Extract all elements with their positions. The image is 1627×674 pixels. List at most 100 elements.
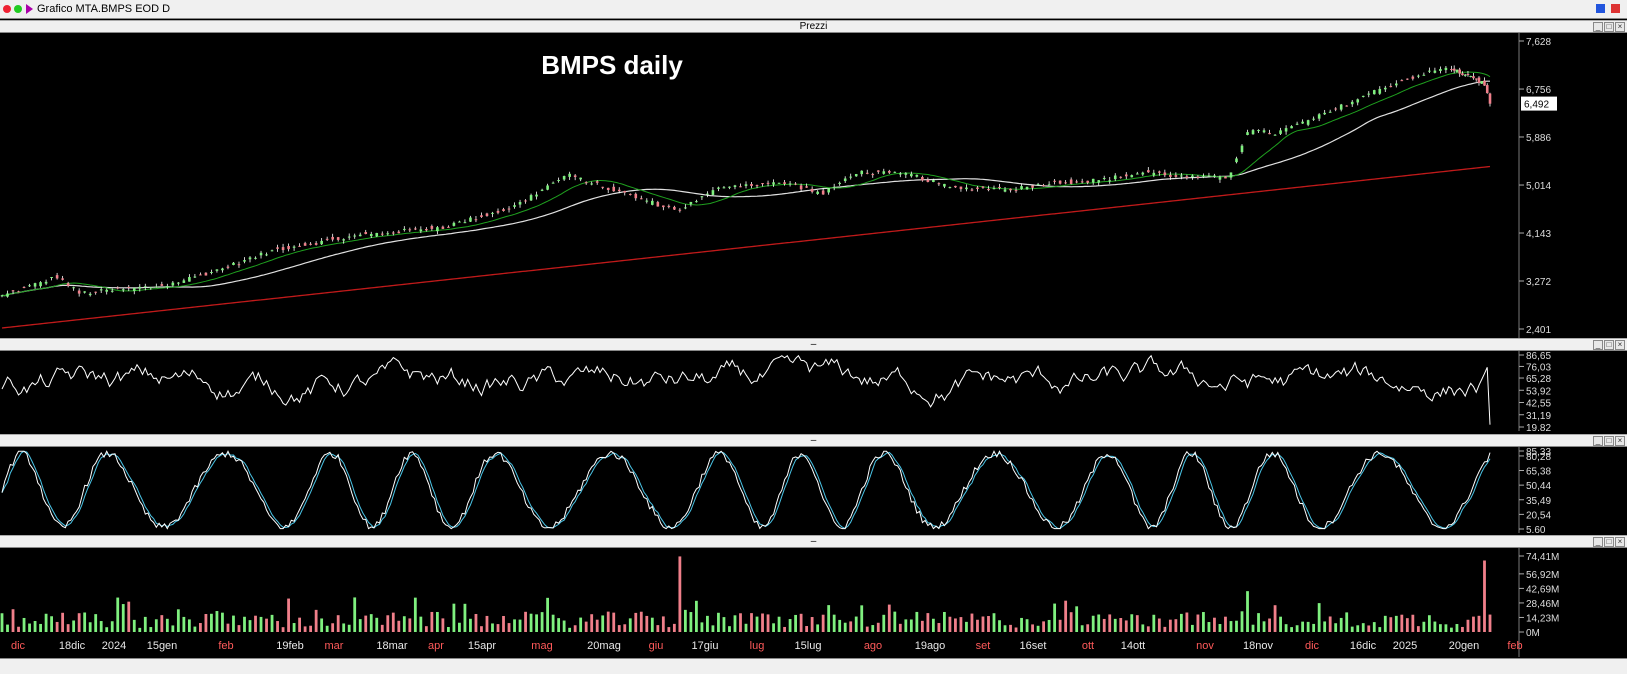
volume-bar bbox=[733, 615, 737, 632]
candle-body bbox=[1345, 105, 1349, 107]
red-dot-icon[interactable] bbox=[3, 5, 11, 13]
volume-bar bbox=[298, 617, 301, 632]
x-axis-label: mar bbox=[325, 640, 344, 652]
maximize-icon[interactable]: □ bbox=[1604, 340, 1614, 350]
maximize-icon[interactable]: □ bbox=[1604, 22, 1614, 32]
candle-body bbox=[88, 293, 92, 296]
volume-bar bbox=[992, 613, 996, 632]
candle-body bbox=[1323, 112, 1326, 115]
volume-bar bbox=[11, 609, 15, 632]
candle-body bbox=[673, 206, 676, 210]
volume-axis-label: 0M bbox=[1526, 628, 1540, 639]
oscillator1-axis-label: 19,82 bbox=[1526, 423, 1551, 431]
candle-body bbox=[805, 186, 808, 188]
candle-body bbox=[513, 205, 516, 207]
volume-bar bbox=[540, 612, 544, 632]
volume-bar bbox=[1472, 616, 1475, 632]
candle-body bbox=[1406, 78, 1409, 80]
volume-bar bbox=[474, 613, 478, 632]
volume-bar bbox=[1400, 614, 1404, 632]
volume-bar bbox=[6, 624, 9, 632]
candle-body bbox=[1334, 108, 1337, 110]
close-icon[interactable]: × bbox=[1615, 537, 1625, 547]
volume-bar bbox=[248, 620, 252, 632]
x-axis-label: feb bbox=[218, 640, 233, 652]
volume-bar bbox=[1163, 626, 1167, 632]
x-axis-label: 15apr bbox=[468, 640, 496, 652]
minimize-icon[interactable]: _ bbox=[1593, 22, 1603, 32]
volume-bar bbox=[821, 614, 825, 632]
window-blue-icon[interactable] bbox=[1596, 4, 1605, 13]
volume-bar bbox=[375, 617, 379, 632]
candle-body bbox=[987, 188, 990, 191]
close-icon[interactable]: × bbox=[1615, 340, 1625, 350]
volume-bar bbox=[998, 620, 1001, 632]
candle-body bbox=[155, 286, 158, 288]
candle-body bbox=[662, 205, 665, 208]
close-icon[interactable]: × bbox=[1615, 436, 1625, 446]
candle-body bbox=[425, 228, 428, 231]
volume-bar bbox=[827, 605, 831, 632]
volume-bar bbox=[452, 603, 456, 632]
maximize-icon[interactable]: □ bbox=[1604, 537, 1614, 547]
x-axis-label: 18dic bbox=[59, 640, 86, 652]
candle-body bbox=[1450, 69, 1453, 71]
volume-bar bbox=[948, 616, 952, 632]
candle-body bbox=[177, 282, 180, 284]
candle-body bbox=[628, 193, 632, 195]
candle-body bbox=[1218, 177, 1222, 180]
volume-bar bbox=[1257, 613, 1260, 632]
price-chart[interactable]: BMPS daily 7,628 6,756 5,886 5,014 4,143 3,27… bbox=[0, 33, 1627, 338]
candle-body bbox=[1367, 93, 1371, 95]
close-icon[interactable]: × bbox=[1615, 22, 1625, 32]
candle-body bbox=[116, 287, 120, 289]
volume-bar bbox=[661, 616, 665, 632]
candle-body bbox=[1477, 77, 1481, 83]
volume-bar bbox=[656, 625, 660, 632]
candle-body bbox=[656, 202, 660, 207]
minimize-icon[interactable]: _ bbox=[1593, 340, 1603, 350]
volume-chart[interactable]: 74,41M 56,92M 42,69M 28,46M 14,23M 0M dic 18di… bbox=[0, 548, 1627, 657]
volume-bar bbox=[110, 621, 114, 632]
volume-bar bbox=[750, 613, 753, 632]
volume-bar bbox=[39, 623, 42, 632]
volume-bar bbox=[1031, 624, 1034, 632]
volume-bar bbox=[0, 613, 4, 632]
candle-body bbox=[777, 182, 781, 184]
volume-bar bbox=[204, 614, 208, 632]
maximize-icon[interactable]: □ bbox=[1604, 436, 1614, 446]
candle-body bbox=[843, 178, 847, 182]
candle-body bbox=[623, 190, 627, 193]
play-icon[interactable] bbox=[26, 4, 33, 14]
candle-body bbox=[182, 280, 186, 283]
volume-bar bbox=[336, 615, 340, 632]
candle-body bbox=[1284, 128, 1288, 132]
green-dot-icon[interactable] bbox=[14, 5, 22, 13]
volume-bar bbox=[1119, 618, 1123, 632]
ma-fast-line bbox=[1, 71, 1491, 297]
candle-body bbox=[1009, 188, 1012, 191]
volume-bar bbox=[496, 624, 500, 632]
candle-body bbox=[1047, 184, 1051, 186]
volume-bar bbox=[1003, 625, 1007, 632]
minimize-icon[interactable]: _ bbox=[1593, 537, 1603, 547]
candle-body bbox=[414, 228, 417, 230]
candle-body bbox=[937, 183, 941, 185]
candle-body bbox=[970, 189, 974, 191]
volume-bar bbox=[1191, 624, 1194, 632]
minimize-icon[interactable]: _ bbox=[1593, 436, 1603, 446]
candle-body bbox=[926, 179, 930, 182]
candle-body bbox=[66, 283, 70, 286]
oscillator2-k-line bbox=[1, 450, 1491, 530]
candle-body bbox=[452, 222, 456, 226]
volume-bar bbox=[1444, 624, 1448, 632]
candle-body bbox=[281, 247, 285, 251]
window-red-icon[interactable] bbox=[1611, 4, 1620, 13]
oscillator1-panel-controls: _ □ × bbox=[1592, 340, 1625, 351]
x-axis-label: 15lug bbox=[795, 640, 822, 652]
volume-bar bbox=[595, 619, 599, 632]
candle-body bbox=[430, 226, 434, 229]
volume-bar bbox=[287, 598, 290, 632]
